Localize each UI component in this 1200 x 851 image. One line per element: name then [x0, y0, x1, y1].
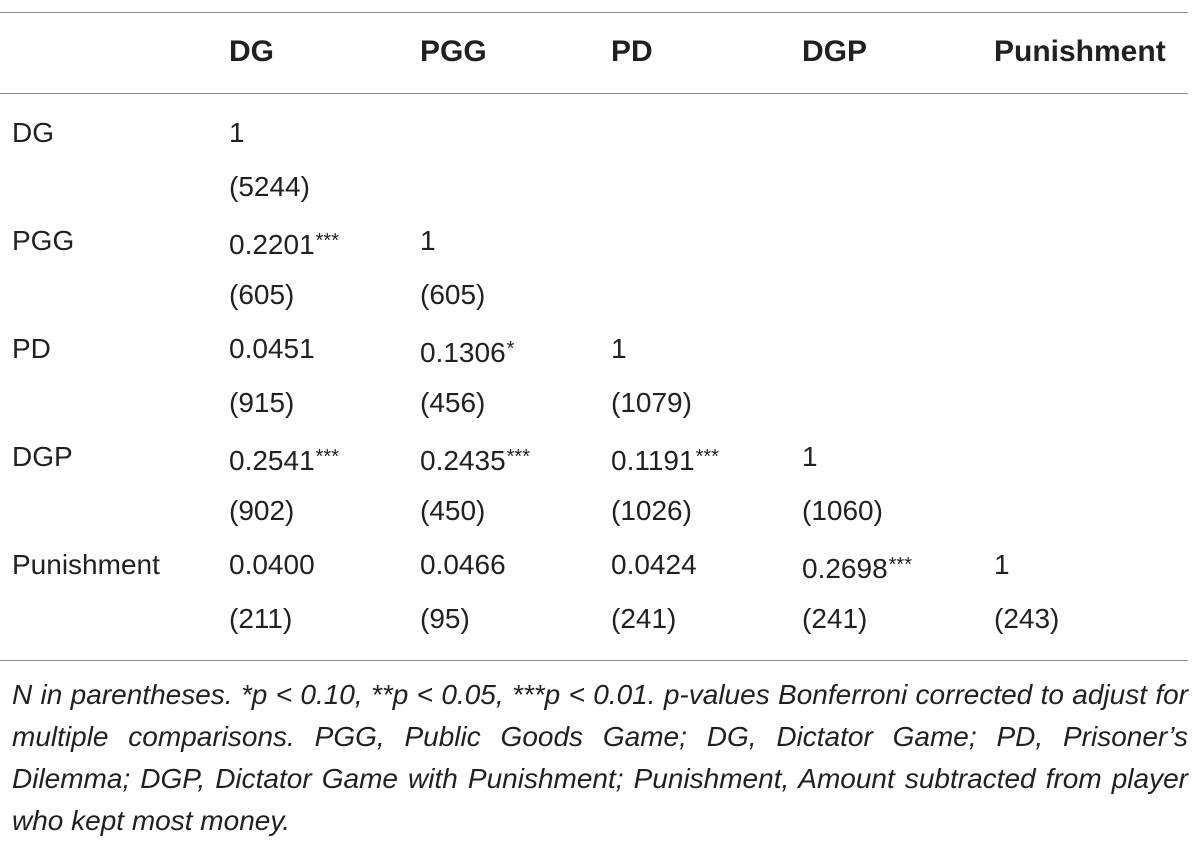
- correlation-value: 1: [229, 113, 245, 153]
- correlation-coefficient: 1: [802, 441, 818, 472]
- correlation-value: 1: [420, 221, 436, 261]
- sample-size: (1079): [611, 387, 692, 418]
- correlation-value: 0.2435***: [420, 437, 530, 481]
- correlation-value: 1: [994, 545, 1010, 585]
- correlation-coefficient: 0.1191: [611, 445, 695, 476]
- sample-size: (605): [229, 279, 295, 310]
- correlation-coefficient: 0.2201: [229, 229, 315, 260]
- table-header-rule: [0, 93, 1188, 94]
- correlation-value: 0.0466: [420, 545, 506, 585]
- correlation-value: 0.0451: [229, 329, 315, 369]
- row-label: Punishment: [12, 549, 160, 580]
- column-header-punishment: Punishment: [994, 35, 1166, 68]
- correlation-value: 1: [611, 329, 627, 369]
- sample-size: (211): [229, 603, 293, 634]
- correlation-coefficient: 0.1306: [420, 337, 506, 368]
- correlation-coefficient: 1: [611, 333, 627, 364]
- table-header-row: DG PGG PD DGP Punishment: [0, 30, 1188, 74]
- sample-size: (241): [802, 603, 868, 634]
- correlation-coefficient: 0.2435: [420, 445, 506, 476]
- correlation-value: 0.2541***: [229, 437, 339, 481]
- correlation-coefficient: 0.2541: [229, 445, 315, 476]
- column-header-pgg: PGG: [420, 35, 487, 68]
- sample-size: (1026): [611, 495, 692, 526]
- row-label: DG: [12, 117, 54, 148]
- sample-size: (1060): [802, 495, 883, 526]
- row-label: PD: [12, 333, 51, 364]
- correlation-value: 0.2698***: [802, 545, 912, 589]
- significance-stars: ***: [315, 446, 339, 468]
- correlation-coefficient: 0.2698: [802, 553, 888, 584]
- column-header-dg: DG: [229, 35, 274, 68]
- correlation-coefficient: 1: [994, 549, 1010, 580]
- table-top-rule: [0, 12, 1188, 13]
- correlation-coefficient: 0.0451: [229, 333, 315, 364]
- significance-stars: ***: [888, 554, 912, 576]
- correlation-coefficient: 0.0466: [420, 549, 506, 580]
- correlation-value: 0.2201***: [229, 221, 339, 265]
- correlation-value: 0.1191***: [611, 437, 719, 481]
- correlation-coefficient: 1: [420, 225, 436, 256]
- row-label: DGP: [12, 441, 73, 472]
- sample-size: (95): [420, 603, 470, 634]
- row-label: PGG: [12, 225, 75, 256]
- significance-stars: ***: [315, 230, 339, 252]
- correlation-value: 0.1306*: [420, 329, 514, 373]
- significance-stars: ***: [695, 446, 719, 468]
- sample-size: (5244): [229, 171, 310, 202]
- column-header-dgp: DGP: [802, 35, 868, 68]
- significance-stars: *: [506, 338, 515, 360]
- sample-size: (902): [229, 495, 295, 526]
- correlation-value: 1: [802, 437, 818, 477]
- sample-size: (450): [420, 495, 486, 526]
- column-header-pd: PD: [611, 35, 653, 68]
- correlation-coefficient: 1: [229, 117, 245, 148]
- table-footnote: N in parentheses. *p < 0.10, **p < 0.05,…: [12, 679, 1188, 836]
- table-bottom-rule: [0, 660, 1188, 661]
- sample-size: (605): [420, 279, 486, 310]
- sample-size: (241): [611, 603, 677, 634]
- sample-size: (456): [420, 387, 486, 418]
- correlation-value: 0.0424: [611, 545, 697, 585]
- correlation-coefficient: 0.0424: [611, 549, 697, 580]
- sample-size: (915): [229, 387, 295, 418]
- sample-size: (243): [994, 603, 1060, 634]
- correlation-coefficient: 0.0400: [229, 549, 315, 580]
- correlation-value: 0.0400: [229, 545, 315, 585]
- significance-stars: ***: [506, 446, 530, 468]
